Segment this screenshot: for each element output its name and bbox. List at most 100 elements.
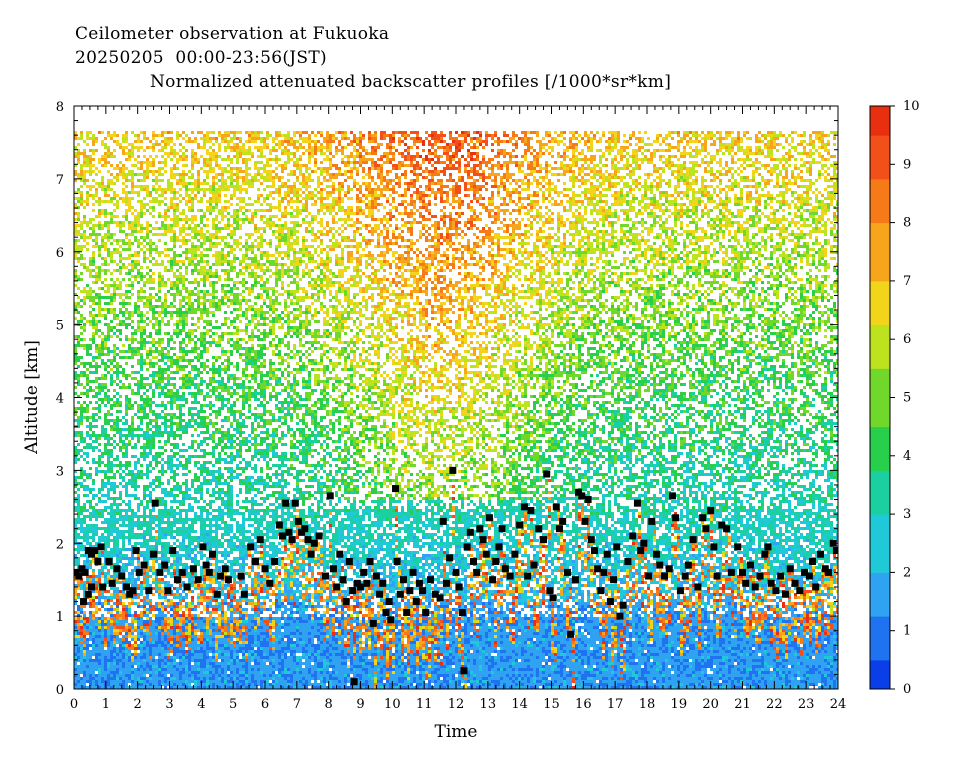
cloud-base-point [446,554,453,561]
colorbar-segment [870,529,890,544]
colorbar-segment [870,121,890,136]
colorbar-tick-label: 0 [903,682,911,697]
cloud-base-point [370,620,377,627]
cloud-base-point [564,569,571,576]
colorbar-tick-label: 8 [903,216,911,231]
cloud-base-point [392,485,399,492]
y-tick-label: 6 [56,246,64,261]
cloud-base-point [546,587,553,594]
cloud-base-point [271,558,278,565]
y-tick-label: 0 [56,683,64,698]
cloud-base-point [610,576,617,583]
cloud-base-point [473,569,480,576]
cloud-base-point [690,536,697,543]
y-tick-label: 5 [56,319,64,334]
colorbar-tick-label: 9 [903,157,911,172]
colorbar-segment [870,295,890,310]
cloud-base-point [106,558,113,565]
cloud-base-point [456,583,463,590]
cloud-base-point [656,562,663,569]
x-tick-label: 19 [671,697,688,712]
cloud-base-point [624,558,631,565]
cloud-base-point [817,551,824,558]
backscatter-heatmap [74,131,839,689]
cloud-base-point [292,500,299,507]
cloud-base-point [379,580,386,587]
cloud-base-point [707,507,714,514]
x-tick-label: 24 [830,697,847,712]
cloud-base-point [453,569,460,576]
colorbar-segment [870,485,890,500]
colorbar-segment [870,587,890,602]
cloud-base-point [99,583,106,590]
cloud-base-point [113,565,120,572]
x-tick-label: 22 [766,697,783,712]
cloud-base-point [585,496,592,503]
cloud-base-point [495,543,502,550]
cloud-base-point [661,573,668,580]
cloud-base-point [109,580,116,587]
x-tick-label: 18 [639,697,656,712]
colorbar-segment [870,572,890,587]
cloud-base-point [507,573,514,580]
cloud-base-point [550,594,557,601]
cloud-base-point [710,543,717,550]
cloud-base-point [483,551,490,558]
cloud-base-point [266,580,273,587]
colorbar-tick-label: 3 [903,507,911,522]
y-tick-label: 4 [56,392,64,407]
cloud-base-point [190,565,197,572]
cloud-base-point [422,609,429,616]
cloud-base-point [427,576,434,583]
cloud-base-point [387,616,394,623]
cloud-base-point [553,503,560,510]
cloud-base-point [349,587,356,594]
cloud-base-point [757,573,764,580]
cloud-base-point [694,583,701,590]
x-tick-label: 14 [511,697,528,712]
cloud-base-point [629,532,636,539]
y-tick-label: 7 [56,173,64,188]
cloud-base-point [524,573,531,580]
colorbar-segment [870,441,890,456]
cloud-base-point [214,591,221,598]
cloud-base-point [559,518,566,525]
cloud-base-point [203,562,210,569]
cloud-base-point [747,562,754,569]
cloud-base-point [397,591,404,598]
cloud-base-point [634,500,641,507]
colorbar-segment [870,193,890,208]
cloud-base-point [346,558,353,565]
cloud-base-point [540,536,547,543]
cloud-base-point [620,602,627,609]
cloud-base-point [685,562,692,569]
colorbar-tick-label: 6 [903,332,911,347]
cloud-base-point [530,562,537,569]
cloud-base-point [363,580,370,587]
colorbar-tick-label: 4 [903,449,911,464]
x-tick-label: 9 [356,697,364,712]
x-tick-label: 17 [607,697,624,712]
colorbar-segment [870,150,890,165]
cloud-base-point [476,525,483,532]
colorbar-segment [870,266,890,281]
cloud-base-point [591,547,598,554]
cloud-base-point [209,551,216,558]
cloud-base-point [761,551,768,558]
cloud-base-point [613,543,620,550]
cloud-base-point [467,529,474,536]
cloud-base-point [648,518,655,525]
colorbar-segment [870,616,890,631]
colorbar-segment [870,558,890,573]
x-tick-label: 11 [416,697,433,712]
cloud-base-point [567,631,574,638]
cloud-base-point [764,543,771,550]
colorbar-tick-label: 7 [903,274,911,289]
cloud-base-point [682,573,689,580]
cloud-base-point [787,565,794,572]
cloud-base-point [607,598,614,605]
cloud-base-point [327,492,334,499]
cloud-base-point [394,558,401,565]
x-tick-label: 10 [384,697,401,712]
